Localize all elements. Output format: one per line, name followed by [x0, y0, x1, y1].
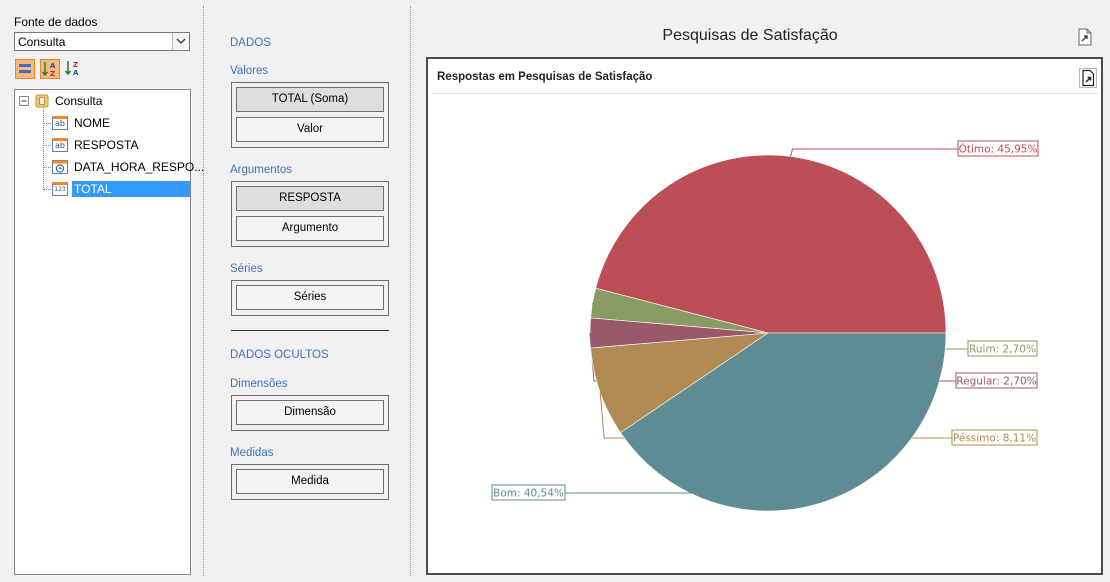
datasource-icon	[35, 94, 49, 108]
argument-resposta-button[interactable]: RESPOSTA	[236, 186, 384, 211]
tree-connector	[43, 189, 53, 190]
dimensions-group: Dimensão	[231, 395, 389, 431]
panel-divider	[410, 6, 411, 576]
tree-root-consulta[interactable]: Consulta	[19, 91, 104, 111]
field-label: TOTAL	[72, 181, 190, 197]
value-placeholder-button[interactable]: Valor	[236, 117, 384, 142]
sort-az-icon: A Z	[41, 62, 56, 78]
leader-line-bom	[565, 492, 821, 504]
data-label-regular: Regular: 2,70%	[956, 376, 1036, 388]
collapse-icon[interactable]	[19, 96, 29, 106]
field-label: DATA_HORA_RESPO...	[74, 160, 205, 174]
chevron-down-icon[interactable]	[172, 33, 189, 50]
fields-tree[interactable]: Consulta ab NOME ab RESPOSTA DATA_HORA_R…	[14, 89, 204, 575]
values-group: TOTAL (Soma) Valor	[231, 82, 389, 148]
chart-item[interactable]: Respostas em Pesquisas de Satisfação Óti…	[426, 57, 1103, 575]
group-list-icon	[19, 64, 31, 73]
data-label-box-ruim	[967, 340, 1038, 357]
data-source-selected-value: Consulta	[18, 35, 66, 49]
section-dados: DADOS	[230, 37, 271, 49]
section-divider	[231, 330, 389, 331]
value-total-soma-button[interactable]: TOTAL (Soma)	[236, 87, 384, 112]
field-item-resposta[interactable]: ab RESPOSTA	[52, 135, 140, 155]
data-source-label: Fonte de dados	[14, 15, 98, 29]
export-icon[interactable]	[1077, 28, 1093, 46]
data-label-ótimo: Ótimo: 45,95%	[959, 143, 1038, 156]
measures-group: Medida	[231, 464, 389, 500]
data-label-box-péssimo	[951, 429, 1038, 446]
pie-slice-péssimo[interactable]	[590, 332, 770, 434]
pie-slice-ótimo[interactable]	[595, 154, 947, 334]
section-dados-ocultos: DADOS OCULTOS	[230, 349, 329, 361]
field-label: RESPOSTA	[74, 138, 139, 152]
data-source-panel: Fonte de dados Consulta A Z Z A	[0, 0, 204, 582]
data-label-bom: Bom: 40,54%	[493, 488, 564, 500]
data-label-ruim: Ruim: 2,70%	[969, 344, 1036, 356]
group-title-valores: Valores	[230, 65, 269, 77]
tree-connector	[43, 123, 53, 124]
leader-line-ótimo	[790, 148, 958, 157]
field-item-total[interactable]: 123 TOTAL	[52, 179, 190, 199]
chart-export-icon[interactable]	[1079, 68, 1097, 88]
field-item-nome[interactable]: ab NOME	[52, 113, 112, 133]
pie-chart: Ótimo: 45,95% Ruim: 2,70% Regular: 2,70% Pé…	[491, 140, 1039, 512]
dimension-placeholder-button[interactable]: Dimensão	[236, 400, 384, 425]
group-title-series: Séries	[230, 263, 263, 275]
data-label-box-regular	[955, 372, 1038, 389]
panel-divider	[203, 6, 204, 576]
chart-title: Respostas em Pesquisas de Satisfação	[437, 71, 653, 83]
svg-text:Z: Z	[50, 70, 55, 78]
argument-placeholder-button[interactable]: Argumento	[236, 216, 384, 241]
tree-connector	[43, 167, 53, 168]
group-title-argumentos: Argumentos	[230, 164, 293, 176]
data-source-select[interactable]: Consulta	[14, 32, 190, 51]
group-fields-button[interactable]	[15, 59, 35, 79]
data-label-box-bom	[491, 484, 566, 501]
field-label: NOME	[74, 116, 110, 130]
dashboard-title: Pesquisas de Satisfação	[662, 27, 838, 44]
tree-connector	[43, 145, 53, 146]
series-placeholder-button[interactable]: Séries	[236, 285, 384, 310]
field-item-data-hora[interactable]: DATA_HORA_RESPO...	[52, 157, 206, 177]
data-label-péssimo: Péssimo: 8,11%	[953, 433, 1036, 445]
group-title-medidas: Medidas	[230, 447, 274, 459]
sort-ascending-button[interactable]: A Z	[40, 59, 60, 79]
data-label-box-ótimo	[957, 140, 1039, 157]
text-field-icon: ab	[52, 138, 68, 152]
sort-za-icon: Z A	[64, 61, 79, 77]
series-group: Séries	[231, 280, 389, 316]
sort-descending-button[interactable]: Z A	[64, 59, 84, 79]
numeric-field-icon: 123	[52, 182, 68, 196]
group-title-dimensoes: Dimensões	[230, 378, 288, 390]
tree-root-label: Consulta	[55, 94, 103, 108]
svg-text:A: A	[50, 62, 56, 70]
text-field-icon: ab	[52, 116, 68, 130]
chart-header: Respostas em Pesquisas de Satisfação	[431, 62, 1098, 94]
svg-text:A: A	[73, 69, 79, 77]
measure-placeholder-button[interactable]: Medida	[236, 469, 384, 494]
arguments-group: RESPOSTA Argumento	[231, 181, 389, 247]
datetime-field-icon	[52, 160, 68, 174]
svg-text:Z: Z	[73, 61, 78, 69]
